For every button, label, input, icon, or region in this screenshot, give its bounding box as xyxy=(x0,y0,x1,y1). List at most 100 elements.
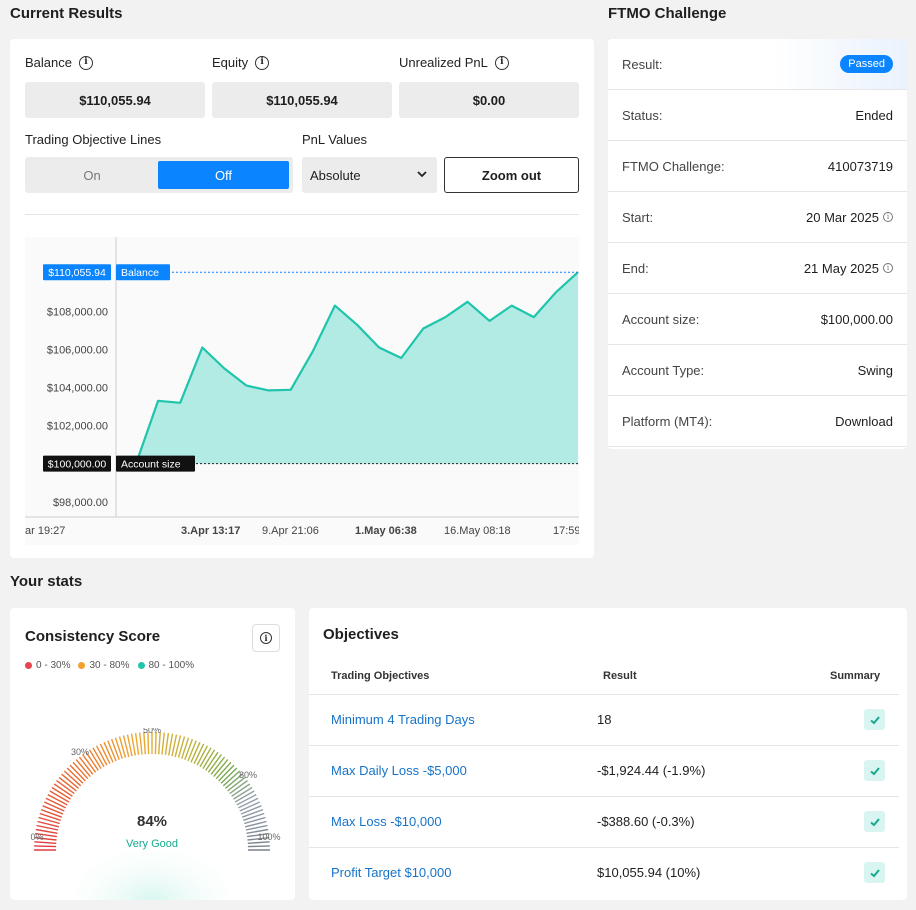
balance-label-text: Balance xyxy=(25,55,72,70)
balance-label: Balance i xyxy=(25,55,93,70)
gauge-tick xyxy=(164,733,170,755)
ftmo-row-value[interactable]: Download xyxy=(835,414,893,429)
objectives-card: Objectives Trading Objectives Result Sum… xyxy=(309,608,907,900)
gauge-label: 30% xyxy=(71,747,89,757)
ftmo-row-key: Result: xyxy=(622,56,663,72)
check-icon xyxy=(864,862,885,883)
gauge-tick xyxy=(187,740,197,762)
account-line-label: Account size xyxy=(121,459,181,471)
gauge-tick xyxy=(215,761,232,780)
legend-item: 0 - 30% xyxy=(25,660,70,671)
info-icon: i xyxy=(260,632,272,644)
gauge-tick xyxy=(240,805,262,815)
gauge-tick xyxy=(181,737,190,759)
objective-name-link[interactable]: Minimum 4 Trading Days xyxy=(331,712,475,727)
gauge-tick xyxy=(229,780,248,795)
gauge-tick xyxy=(47,793,68,806)
objective-result: -$388.60 (-0.3%) xyxy=(597,814,695,829)
check-icon xyxy=(864,760,885,781)
gauge-tick xyxy=(247,832,269,838)
gauge-tick xyxy=(88,749,102,769)
gauge-tick xyxy=(174,735,182,758)
gauge-tick xyxy=(244,816,266,825)
gauge-tick xyxy=(118,736,127,758)
objective-lines-toggle: On Off xyxy=(25,157,293,193)
gauge-tick xyxy=(72,761,89,780)
objectives-header-result: Result xyxy=(603,670,637,682)
gauge-tick xyxy=(38,816,60,825)
gauge-tick xyxy=(236,793,257,806)
y-tick-label: $108,000.00 xyxy=(47,306,108,318)
gauge-label: 0% xyxy=(30,832,43,842)
gauge-tick xyxy=(134,733,140,755)
gauge-tick xyxy=(225,773,243,789)
gauge-tick xyxy=(202,749,216,769)
objectives-title: Objectives xyxy=(323,626,399,643)
gauge-tick xyxy=(69,764,86,782)
info-icon[interactable]: i xyxy=(883,212,893,222)
objective-name-link[interactable]: Max Daily Loss -$5,000 xyxy=(331,763,467,778)
gauge-tick xyxy=(247,845,270,848)
legend-dot xyxy=(78,662,86,669)
gauge-tick xyxy=(75,759,91,777)
legend-label: 0 - 30% xyxy=(36,660,71,671)
legend-dot xyxy=(137,662,145,669)
pnl-values-label: PnL Values xyxy=(302,132,368,147)
divider xyxy=(25,214,579,215)
status-badge: Passed xyxy=(840,55,893,73)
ftmo-row-value-text: 410073719 xyxy=(827,158,893,174)
gauge-tick xyxy=(49,790,70,803)
info-icon[interactable]: i xyxy=(883,263,893,273)
gauge-tick xyxy=(107,740,117,762)
unrealized-pnl-label-text: Unrealized PnL xyxy=(399,55,488,70)
your-stats-heading: Your stats xyxy=(10,573,83,590)
ftmo-row-value-text: 21 May 2025 xyxy=(803,260,879,276)
pnl-values-select[interactable]: Absolute xyxy=(302,157,437,193)
ftmo-row-value: Swing xyxy=(858,363,893,378)
toggle-on-option[interactable]: On xyxy=(83,167,101,183)
objective-name-link[interactable]: Max Loss -$10,000 xyxy=(331,814,442,829)
gauge-tick xyxy=(218,764,235,782)
gauge-tick xyxy=(63,770,82,787)
toggle-off-option[interactable]: Off xyxy=(158,161,289,189)
gauge-tick xyxy=(36,824,59,831)
equity-label: Equity i xyxy=(212,55,270,70)
account-value-tag xyxy=(43,455,111,472)
consistency-info-button[interactable]: i xyxy=(252,624,280,652)
objective-name-link[interactable]: Profit Target $10,000 xyxy=(331,865,452,880)
objective-result: 18 xyxy=(597,712,612,727)
ftmo-row-value: 21 May 2025 i xyxy=(804,261,893,276)
gauge-tick xyxy=(168,733,174,756)
account-line-tag xyxy=(116,455,195,472)
ftmo-row-key: Status: xyxy=(622,107,663,123)
gauge-tick xyxy=(42,805,64,815)
ftmo-challenge-card: Result: Passed Status: Ended FTMO Challenge:… xyxy=(608,39,907,449)
unrealized-pnl-value: $0.00 xyxy=(399,82,579,118)
consistency-score-value: 84% xyxy=(137,813,167,830)
gauge-tick xyxy=(193,743,205,765)
ftmo-row: Account size: $100,000.00 xyxy=(608,294,907,345)
info-icon[interactable]: i xyxy=(78,55,93,70)
gauge-tick xyxy=(147,732,150,755)
gauge-tick xyxy=(161,732,165,755)
balance-chart[interactable]: $108,000.00 $106,000.00 $104,000.00 $102,00… xyxy=(25,237,579,545)
info-icon[interactable]: i xyxy=(494,55,509,70)
gauge-tick xyxy=(227,776,246,792)
objective-result: $10,055.94 (10%) xyxy=(597,865,701,880)
zoom-out-button[interactable]: Zoom out xyxy=(444,157,579,193)
gauge-tick xyxy=(139,732,143,755)
gauge-tick xyxy=(177,736,186,758)
gauge-tick xyxy=(245,824,268,831)
legend-dot xyxy=(25,662,32,669)
chevron-down-icon xyxy=(417,171,427,178)
gauge-tick xyxy=(239,801,261,812)
gauge-tick xyxy=(220,767,238,784)
gauge-tick xyxy=(103,741,114,763)
info-icon[interactable]: i xyxy=(255,55,270,70)
ftmo-row-value-text: $100,000.00 xyxy=(820,311,893,327)
objective-row: Max Daily Loss -$5,000 -$1,924.44 (-1.9%) xyxy=(309,745,899,796)
gauge-tick xyxy=(78,756,94,775)
gauge-tick xyxy=(244,820,267,828)
ftmo-row: FTMO Challenge: 410073719 xyxy=(608,141,907,192)
gauge-tick xyxy=(99,743,111,765)
